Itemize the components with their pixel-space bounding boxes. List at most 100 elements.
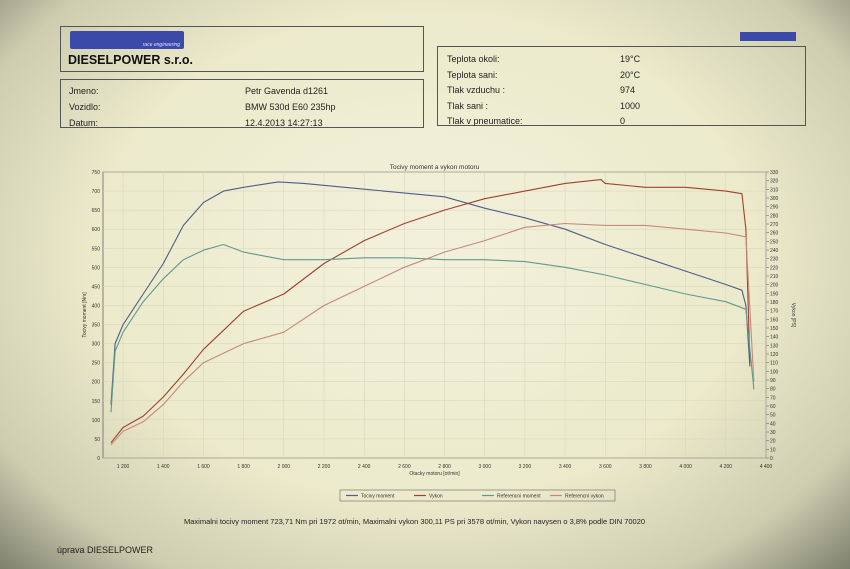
x-tick-label: 2 000 [278,464,291,470]
y-right-tick-label: 170 [770,309,779,315]
legend-entry: Referencni vykon [565,494,604,500]
condition-value: 0 [620,116,626,126]
y-right-tick-label: 110 [770,361,778,367]
x-tick-label: 2 200 [318,464,331,470]
y-left-tick-label: 550 [92,246,101,252]
y-left-tick-label: 500 [92,265,101,271]
x-tick-label: 3 400 [559,464,572,470]
y-right-tick-label: 120 [770,352,779,358]
y-right-tick-label: 330 [770,170,779,176]
info-value: Petr Gavenda d1261 [245,86,329,96]
y-right-tick-label: 190 [770,291,779,297]
brand-stamp [740,32,796,41]
y-right-tick-label: 240 [770,248,779,254]
y-left-tick-label: 650 [92,208,101,214]
y-left-tick-label: 50 [94,437,100,443]
chart-title: Tocivy moment a vykon motoru [390,164,480,171]
y-left-tick-label: 150 [92,399,101,405]
x-tick-label: 4 200 [720,464,733,470]
company-logo: race engineering [70,31,184,49]
condition-value: 20°C [620,69,641,80]
customer-info-box [60,79,424,128]
legend-entry: Referencni moment [497,494,541,500]
y-right-tick-label: 200 [770,283,779,289]
x-tick-label: 1 400 [157,464,170,470]
x-tick-label: 3 200 [519,464,532,470]
conditions-box [437,46,806,126]
x-tick-label: 2 400 [358,464,371,470]
y-right-tick-label: 250 [770,239,779,245]
legend-box [339,489,616,502]
condition-label: Tlak sani : [447,100,489,111]
y-left-tick-label: 300 [92,342,101,348]
credit-text: úprava DIESELPOWER [57,545,154,555]
info-value: BMW 530d E60 235hp [245,102,336,112]
x-tick-label: 2 600 [398,464,411,470]
x-tick-label: 4 400 [760,464,773,470]
x-tick-label: 3 600 [599,464,612,470]
x-axis-label: Otacky motoru [ot/min] [409,471,460,477]
y-right-tick-label: 130 [770,343,779,349]
series-line-1 [110,181,751,405]
x-tick-label: 2 800 [438,464,451,470]
y-right-tick-label: 270 [770,222,779,228]
y-right-tick-label: 160 [770,317,779,323]
y-right-tick-label: 310 [770,187,779,193]
y-right-tick-label: 280 [770,213,779,219]
y-left-axis-label: Tocivy moment [Nm] [82,292,88,338]
y-right-tick-label: 140 [770,335,779,341]
condition-value: 1000 [620,100,641,111]
y-right-axis-label: Vykon [PS] [790,303,796,328]
y-right-tick-label: 40 [770,421,776,427]
condition-label: Teplota sani: [447,69,498,80]
y-right-tick-label: 100 [770,369,779,375]
condition-label: Teplota okoli: [447,54,500,64]
y-right-tick-label: 30 [770,430,776,436]
y-right-tick-label: 220 [770,265,779,271]
info-label: Jmeno: [69,86,99,96]
y-right-tick-label: 0 [770,456,773,462]
x-tick-label: 3 800 [639,464,652,470]
y-left-tick-label: 0 [97,456,100,462]
plot-frame [102,171,767,459]
x-tick-label: 1 200 [117,464,130,470]
condition-label: Tlak v pneumatice: [447,116,523,126]
y-left-tick-label: 700 [92,189,101,195]
company-name: DIESELPOWER s.r.o. [68,53,194,67]
header-company-box [60,26,424,72]
y-left-tick-label: 350 [92,323,101,329]
y-right-tick-label: 290 [770,205,779,211]
x-tick-label: 1 600 [197,464,210,470]
y-right-tick-label: 210 [770,274,779,280]
series-line-2 [110,179,751,444]
y-right-tick-label: 10 [770,447,776,453]
y-right-tick-label: 230 [770,257,779,263]
y-left-tick-label: 750 [92,170,101,176]
y-right-tick-label: 150 [770,326,779,332]
condition-value: 19°C [620,54,641,64]
y-right-tick-label: 90 [770,378,776,384]
info-label: Vozidlo: [69,102,101,112]
logo-subtitle: race engineering [142,42,180,48]
y-right-tick-label: 60 [770,404,776,410]
condition-label: Tlak vzduchu : [447,85,506,95]
y-right-tick-label: 180 [770,300,779,306]
y-left-tick-label: 200 [92,380,101,386]
y-right-tick-label: 50 [770,413,776,419]
legend-entry: Tocivy moment [361,494,395,500]
series-line-4 [110,222,755,446]
x-tick-label: 3 000 [478,464,491,470]
info-value: 12.4.2013 14:27:13 [245,118,323,128]
series-line-3 [110,243,755,413]
condition-value: 974 [620,85,636,95]
y-right-tick-label: 320 [770,179,779,185]
legend-entry: Vykon [429,494,443,500]
y-right-tick-label: 20 [770,439,776,445]
y-right-tick-label: 70 [770,395,776,401]
x-tick-label: 4 000 [679,464,692,470]
y-right-tick-label: 80 [770,387,776,393]
y-left-tick-label: 400 [92,303,101,309]
y-left-tick-label: 250 [92,361,101,367]
